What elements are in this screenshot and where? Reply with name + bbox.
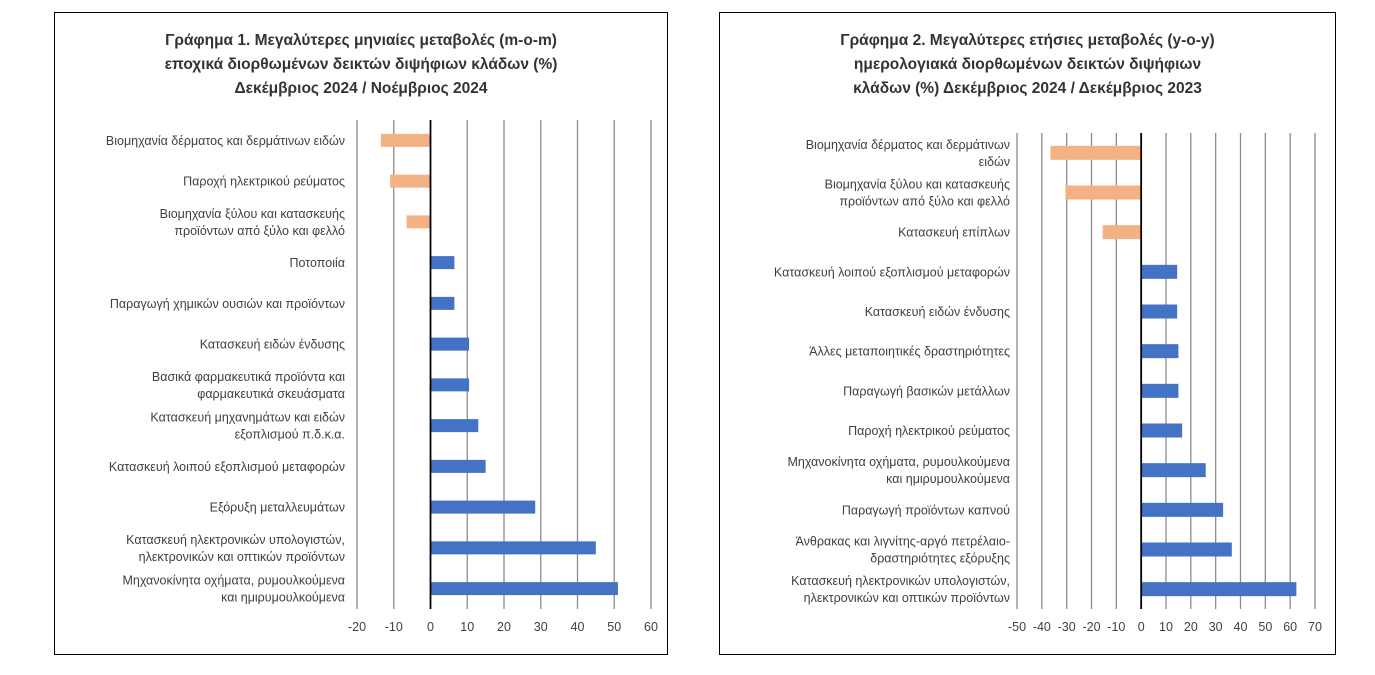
chart-1-title: Γράφημα 1. Μεγαλύτερες μηνιαίες μεταβολέ… bbox=[55, 29, 667, 101]
chart-2-category-label: Παραγωγή προϊόντων καπνού bbox=[842, 503, 1010, 517]
chart-1-tick-label: 10 bbox=[460, 620, 474, 634]
chart-2-bar bbox=[1102, 225, 1142, 240]
chart-1-bar bbox=[406, 215, 431, 229]
chart-1-tick-label: 0 bbox=[427, 620, 434, 634]
chart-1-bar bbox=[430, 419, 479, 433]
chart-2-tick-label: 20 bbox=[1184, 620, 1198, 634]
chart-1-bar bbox=[430, 500, 536, 514]
chart-2-bar bbox=[1050, 145, 1142, 160]
chart-1-category-label: Παραγωγή χημικών ουσιών και προϊόντων bbox=[110, 297, 345, 311]
chart-1-bar bbox=[380, 133, 431, 147]
chart-2-title-line-3: κλάδων (%) Δεκέμβριος 2024 / Δεκέμβριος … bbox=[853, 80, 1202, 97]
chart-1-tick-label: -10 bbox=[385, 620, 403, 634]
chart-1-bar bbox=[430, 459, 486, 473]
chart-2-bar bbox=[1141, 542, 1232, 557]
chart-1-category-label: Κατασκευή ηλεκτρονικών υπολογιστών, ηλεκτ… bbox=[126, 533, 345, 564]
chart-2-bar bbox=[1141, 383, 1179, 398]
chart-2-tick-label: 40 bbox=[1234, 620, 1248, 634]
chart-1-category-label: Κατασκευή ειδών ένδυσης bbox=[200, 338, 345, 352]
chart-1-category-label: Βιομηχανία ξύλου και κατασκευής προϊόντων… bbox=[160, 207, 345, 238]
chart-1-panel: Γράφημα 1. Μεγαλύτερες μηνιαίες μεταβολέ… bbox=[54, 12, 668, 655]
chart-2-tick-label: -30 bbox=[1058, 620, 1076, 634]
chart-1-tick-label: 20 bbox=[497, 620, 511, 634]
chart-1-category-label: Μηχανοκίνητα οχήματα, ρυμουλκούμενα και η… bbox=[122, 574, 345, 605]
chart-2-category-label: Κατασκευή ειδών ένδυσης bbox=[865, 305, 1010, 319]
chart-1-tick-label: 30 bbox=[534, 620, 548, 634]
chart-2-title-line-2: ημερολογιακά διορθωμένων δεικτών διψήφιω… bbox=[853, 56, 1202, 73]
chart-2-category-label: Κατασκευή επίπλων bbox=[898, 226, 1010, 240]
chart-1-tick-label: 40 bbox=[571, 620, 585, 634]
chart-1-bar bbox=[430, 337, 470, 351]
chart-2-title: Γράφημα 2. Μεγαλύτερες ετήσιες μεταβολές… bbox=[720, 29, 1335, 101]
chart-1-bar bbox=[390, 174, 431, 188]
chart-1-tick-label: -20 bbox=[348, 620, 366, 634]
chart-1-category-label: Παροχή ηλεκτρικού ρεύματος bbox=[183, 175, 345, 189]
chart-2-category-label: Μηχανοκίνητα οχήματα, ρυμουλκούμενα και η… bbox=[787, 455, 1010, 486]
chart-1-category-label: Εξόρυξη μεταλλευμάτων bbox=[210, 501, 345, 515]
chart-1-category-label: Κατασκευή λοιπού εξοπλισμού μεταφορών bbox=[109, 460, 345, 474]
chart-2-category-label: Κατασκευή ηλεκτρονικών υπολογιστών, ηλεκτ… bbox=[791, 574, 1010, 605]
chart-1-bar bbox=[430, 582, 618, 596]
chart-2-bar bbox=[1141, 463, 1206, 478]
chart-2-bar bbox=[1065, 185, 1142, 200]
chart-2-tick-label: -40 bbox=[1033, 620, 1051, 634]
chart-2-tick-label: -10 bbox=[1107, 620, 1125, 634]
chart-1-category-label: Βασικά φαρμακευτικά προϊόντα και φαρμακευ… bbox=[152, 370, 345, 401]
chart-1-category-label: Ποτοποιία bbox=[289, 256, 345, 270]
chart-1-bar bbox=[430, 256, 455, 270]
chart-1-tick-label: 60 bbox=[644, 620, 658, 634]
chart-2-tick-label: 0 bbox=[1138, 620, 1145, 634]
chart-2-bar bbox=[1141, 264, 1178, 279]
chart-2-category-label: Παροχή ηλεκτρικού ρεύματος bbox=[848, 424, 1010, 438]
chart-2-tick-label: 70 bbox=[1308, 620, 1322, 634]
chart-2-bar bbox=[1141, 502, 1224, 517]
chart-2-tick-label: -50 bbox=[1008, 620, 1026, 634]
chart-2-category-label: Βιομηχανία δέρματος και δερμάτινων ειδών bbox=[806, 138, 1010, 169]
chart-2-bar bbox=[1141, 304, 1178, 319]
chart-2-category-label: Άνθρακας και λιγνίτης-αργό πετρέλαιο-δρα… bbox=[796, 535, 1010, 566]
chart-1-title-line-3: Δεκέμβριος 2024 / Νοέμβριος 2024 bbox=[234, 80, 488, 97]
chart-2-tick-label: 50 bbox=[1258, 620, 1272, 634]
chart-2-bar bbox=[1141, 423, 1183, 438]
chart-2-category-label: Βιομηχανία ξύλου και κατασκευής προϊόντων… bbox=[825, 178, 1010, 209]
chart-1-plot: Βιομηχανία δέρματος και δερμάτινων ειδών… bbox=[106, 120, 658, 634]
chart-1-category-label: Κατασκευή μηχανημάτων και ειδών εξοπλισμο… bbox=[150, 411, 345, 442]
chart-2-bar bbox=[1141, 582, 1297, 597]
chart-2-tick-label: 60 bbox=[1283, 620, 1297, 634]
chart-2-category-label: Παραγωγή βασικών μετάλλων bbox=[843, 384, 1010, 398]
chart-2-bar bbox=[1141, 344, 1179, 359]
chart-2-tick-label: 10 bbox=[1159, 620, 1173, 634]
chart-1-bar bbox=[430, 541, 596, 555]
chart-1-bar bbox=[430, 378, 470, 392]
chart-1-title-line-2: εποχικά διορθωμένων δεικτών διψήφιων κλά… bbox=[164, 56, 558, 73]
chart-2-tick-label: -20 bbox=[1082, 620, 1100, 634]
chart-2-plot: Βιομηχανία δέρματος και δερμάτινων ειδών Β… bbox=[774, 133, 1322, 634]
chart-1-title-line-1: Γράφημα 1. Μεγαλύτερες μηνιαίες μεταβολέ… bbox=[165, 32, 557, 49]
chart-1-category-label: Βιομηχανία δέρματος και δερμάτινων ειδών bbox=[106, 134, 345, 148]
chart-2-tick-label: 30 bbox=[1209, 620, 1223, 634]
chart-2-panel: Γράφημα 2. Μεγαλύτερες ετήσιες μεταβολές… bbox=[719, 12, 1336, 655]
chart-2-category-label: Άλλες μεταποιητικές δραστηριότητες bbox=[809, 345, 1010, 359]
chart-2-category-label: Κατασκευή λοιπού εξοπλισμού μεταφορών bbox=[774, 265, 1010, 279]
chart-1-tick-label: 50 bbox=[607, 620, 621, 634]
chart-1-bar bbox=[430, 296, 455, 310]
chart-2-title-line-1: Γράφημα 2. Μεγαλύτερες ετήσιες μεταβολές… bbox=[840, 32, 1215, 49]
